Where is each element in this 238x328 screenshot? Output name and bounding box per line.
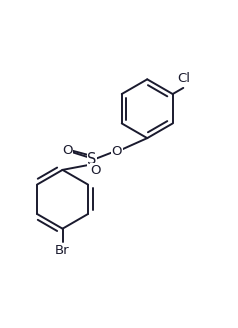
Text: S: S xyxy=(87,152,97,167)
Text: O: O xyxy=(111,145,122,157)
Text: Br: Br xyxy=(55,244,70,257)
Text: O: O xyxy=(62,144,73,157)
Text: O: O xyxy=(90,164,101,177)
Text: Cl: Cl xyxy=(177,72,190,85)
